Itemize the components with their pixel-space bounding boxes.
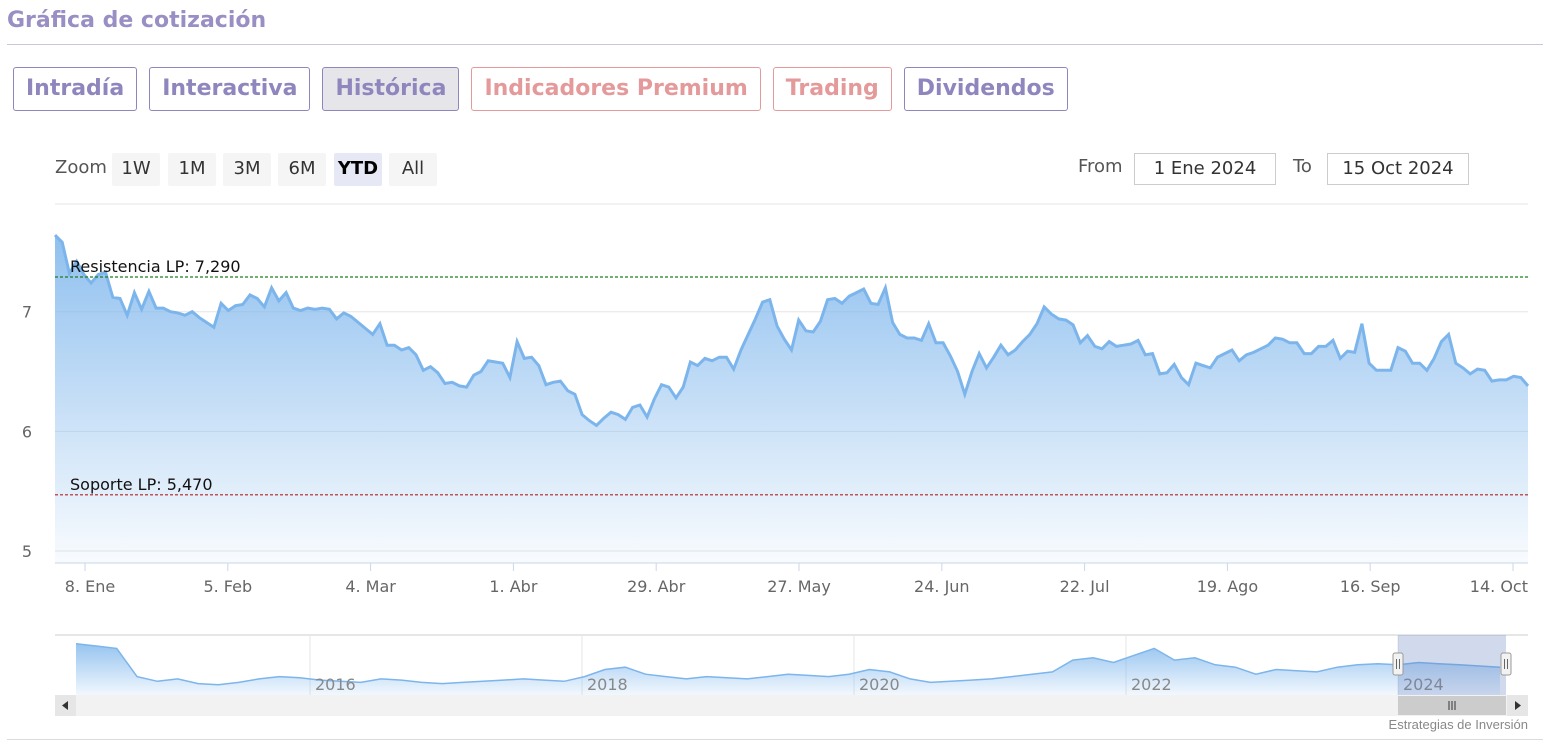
bottom-divider: [7, 739, 1543, 740]
x-tick-label: 14. Oct: [1470, 577, 1528, 596]
from-date-input[interactable]: 1 Ene 2024: [1134, 153, 1276, 185]
y-tick-label: 5: [22, 542, 32, 561]
x-tick-label: 1. Abr: [489, 577, 537, 596]
tab-dividendos[interactable]: Dividendos: [903, 67, 1068, 111]
tab-intradia[interactable]: Intradía: [13, 67, 138, 111]
tab-historica[interactable]: Histórica: [322, 67, 460, 111]
title-divider: [7, 44, 1543, 45]
price-line: [53, 234, 1530, 428]
navigator-selection[interactable]: [1398, 635, 1506, 695]
chart-tabs: Intradía Interactiva Histórica Indicador…: [13, 67, 1068, 111]
zoom-1w-button[interactable]: 1W: [112, 153, 160, 186]
tab-trading[interactable]: Trading: [772, 67, 892, 111]
navigator-area: [76, 643, 1500, 695]
x-tick-label: 24. Jun: [914, 577, 970, 596]
x-tick-label: 4. Mar: [345, 577, 396, 596]
navigator-year-label: 2020: [859, 675, 900, 694]
x-tick-label: 5. Feb: [203, 577, 252, 596]
x-tick-label: 29. Abr: [627, 577, 686, 596]
navigator-handle[interactable]: [1500, 652, 1512, 676]
navigator-year-label: 2016: [315, 675, 356, 694]
annotation-label: Resistencia LP: 7,290: [70, 257, 241, 276]
from-label: From: [1078, 156, 1123, 177]
x-tick-label: 19. Ago: [1197, 577, 1258, 596]
to-date-input[interactable]: 15 Oct 2024: [1327, 153, 1469, 185]
navigator-year-label: 2024: [1403, 675, 1444, 694]
arrow-left-icon: [62, 701, 68, 710]
zoom-ytd-button[interactable]: YTD: [334, 153, 382, 186]
x-tick-label: 16. Sep: [1340, 577, 1401, 596]
y-tick-label: 7: [22, 303, 32, 322]
y-tick-label: 6: [22, 422, 32, 441]
navigator-year-label: 2022: [1131, 675, 1172, 694]
tab-interactiva[interactable]: Interactiva: [149, 67, 311, 111]
chart-credit[interactable]: Estrategias de Inversión: [1388, 717, 1528, 732]
page-title: Gráfica de cotización: [7, 8, 267, 33]
tab-indicadores-premium[interactable]: Indicadores Premium: [471, 67, 761, 111]
x-tick-label: 22. Jul: [1060, 577, 1110, 596]
to-label: To: [1293, 156, 1312, 177]
zoom-1m-button[interactable]: 1M: [168, 153, 216, 186]
navigator-handle[interactable]: [1392, 652, 1404, 676]
x-tick-label: 27. May: [767, 577, 831, 596]
annotation-label: Soporte LP: 5,470: [70, 475, 213, 494]
navigator-year-label: 2018: [587, 675, 628, 694]
navigator-line: [75, 642, 1501, 686]
arrow-right-icon: [1515, 701, 1521, 710]
zoom-all-button[interactable]: All: [389, 153, 437, 186]
zoom-label: Zoom: [55, 157, 107, 178]
x-tick-label: 8. Ene: [65, 577, 115, 596]
zoom-3m-button[interactable]: 3M: [223, 153, 271, 186]
scrollbar-track[interactable]: [55, 695, 1528, 716]
price-area: [55, 235, 1528, 563]
zoom-6m-button[interactable]: 6M: [278, 153, 326, 186]
